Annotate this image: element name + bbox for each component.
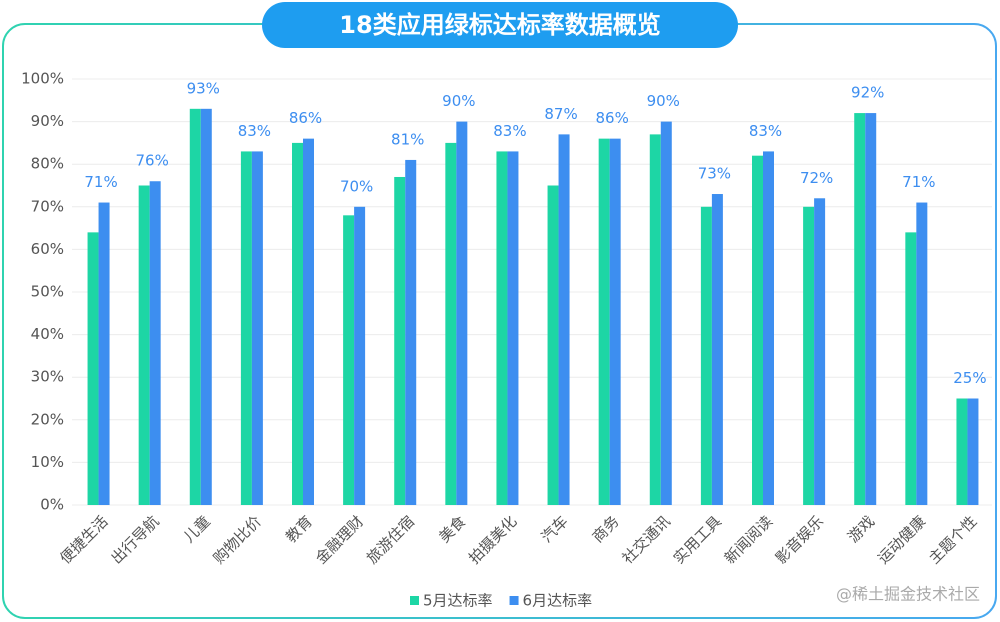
value-label: 76%	[135, 152, 168, 170]
bar	[763, 151, 774, 506]
bar	[445, 142, 457, 505]
bar	[394, 176, 406, 506]
bar	[138, 185, 150, 505]
y-tick-label: 30%	[31, 368, 64, 386]
value-label: 25%	[953, 369, 986, 387]
bar	[251, 151, 263, 506]
bar	[303, 138, 314, 505]
y-tick-label: 50%	[31, 283, 64, 301]
bar	[354, 206, 366, 506]
bar	[456, 121, 468, 505]
legend-label: 5月达标率	[423, 592, 493, 610]
y-tick-label: 70%	[31, 197, 64, 215]
bar	[609, 138, 621, 505]
bar	[343, 215, 355, 505]
title-pill	[262, 2, 738, 48]
value-label: 73%	[698, 165, 731, 183]
y-tick-label: 40%	[31, 325, 64, 343]
legend-swatch	[509, 596, 519, 605]
value-label: 90%	[442, 92, 475, 110]
value-label: 70%	[340, 177, 373, 195]
bar	[916, 202, 928, 506]
value-label: 93%	[187, 79, 220, 97]
bar	[803, 206, 815, 506]
y-tick-label: 90%	[31, 112, 64, 130]
value-label: 90%	[647, 92, 680, 110]
bar	[854, 113, 866, 505]
bar	[496, 151, 508, 506]
bar	[149, 181, 161, 506]
bar	[507, 151, 519, 506]
bar	[558, 134, 570, 505]
chart-title: 18类应用绿标达标率数据概览	[339, 11, 660, 39]
bar	[711, 194, 723, 505]
value-label: 81%	[391, 130, 424, 148]
bar	[240, 151, 252, 506]
bar	[956, 398, 968, 505]
bar	[189, 108, 201, 505]
bar	[598, 138, 610, 505]
value-label: 86%	[289, 109, 322, 127]
bar	[547, 185, 559, 505]
value-label: 92%	[851, 84, 884, 102]
legend-swatch	[410, 596, 419, 605]
bar	[200, 108, 212, 505]
bar	[649, 134, 661, 505]
bar	[905, 232, 917, 506]
value-label: 83%	[749, 122, 782, 140]
bar	[87, 232, 99, 506]
watermark: @稀土掘金技术社区	[836, 585, 980, 604]
bar	[865, 113, 877, 505]
value-label: 83%	[493, 122, 526, 140]
y-tick-label: 20%	[31, 410, 64, 428]
bar	[752, 155, 763, 505]
value-label: 86%	[595, 109, 628, 127]
bar	[660, 121, 672, 505]
legend-label: 6月达标率	[523, 592, 593, 610]
y-tick-label: 100%	[21, 70, 64, 88]
value-label: 83%	[238, 122, 271, 140]
bar	[967, 398, 979, 505]
bar	[405, 159, 417, 505]
y-tick-label: 0%	[40, 496, 64, 514]
bar	[814, 198, 826, 505]
bar	[700, 206, 712, 506]
value-label: 72%	[800, 169, 833, 187]
bar	[98, 202, 110, 506]
y-tick-label: 10%	[31, 453, 64, 471]
value-label: 87%	[544, 105, 577, 123]
y-tick-label: 60%	[31, 240, 64, 258]
y-tick-label: 80%	[31, 155, 64, 173]
bar	[292, 142, 303, 505]
value-label: 71%	[84, 173, 117, 191]
value-label: 71%	[902, 173, 935, 191]
